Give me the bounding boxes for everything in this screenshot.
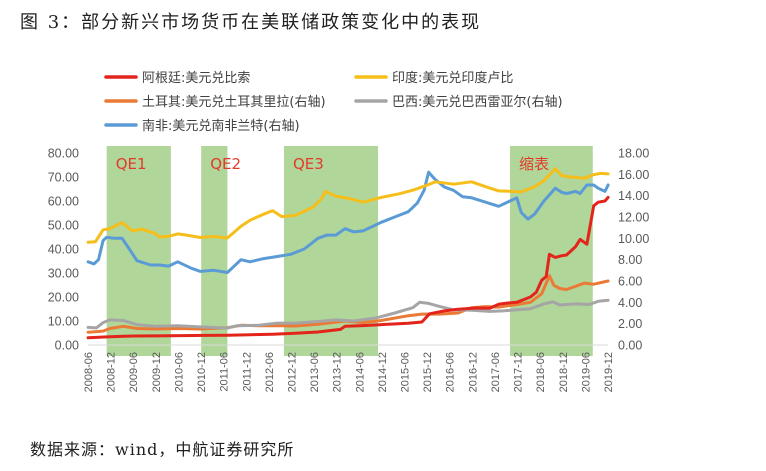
x-tick-19: 2017-12 [513, 352, 525, 392]
legend-item-turkey: 土耳其:美元兑土耳其里拉(右轴) [104, 95, 326, 110]
x-tick-4: 2010-06 [173, 352, 185, 392]
y-left-tick-6: 60.00 [48, 195, 79, 209]
x-tick-18: 2017-06 [490, 352, 502, 392]
legend-item-argentina: 阿根廷:美元兑比索 [104, 71, 250, 86]
figure-title: 图 3：部分新兴市场货币在美联储政策变化中的表现 [20, 12, 482, 33]
y-right-tick-0: 0.00 [618, 339, 642, 353]
x-axis: 2008-06 2008-12 2009-06 2009-12 2010-06 2010-… [83, 352, 615, 392]
y-left-tick-1: 10.00 [48, 315, 79, 329]
y-axis-left: 0.00 10.00 20.00 30.00 40.00 50.00 60.00 70.00 8… [48, 147, 79, 353]
x-tick-22: 2019-06 [580, 352, 592, 392]
data-source-note: 数据来源：wind，中航证券研究所 [30, 440, 295, 459]
x-tick-20: 2018-06 [535, 352, 547, 392]
band-label-3: QE3 [293, 155, 324, 173]
x-tick-13: 2014-12 [377, 352, 389, 392]
x-tick-2: 2009-06 [128, 352, 140, 392]
legend-item-south-africa: 南非:美元兑南非兰特(右轴) [104, 118, 300, 134]
band-4 [510, 146, 593, 356]
y-left-tick-7: 70.00 [48, 171, 79, 185]
y-left-tick-8: 80.00 [48, 147, 79, 161]
y-right-tick-1: 2.00 [618, 317, 642, 331]
x-tick-0: 2008-06 [83, 352, 95, 392]
band-label-2: QE2 [210, 155, 241, 173]
series-line-brazil [86, 298, 610, 330]
x-tick-6: 2011-06 [219, 352, 231, 392]
series-line-argentina [86, 195, 610, 340]
x-tick-11: 2013-12 [332, 352, 344, 392]
x-tick-8: 2012-06 [264, 352, 276, 392]
y-right-tick-4: 8.00 [618, 253, 642, 267]
x-tick-12: 2014-06 [354, 352, 366, 392]
band-label-4: 缩表 [519, 155, 549, 173]
policy-bands [106, 146, 593, 356]
y-right-tick-5: 10.00 [618, 232, 649, 246]
y-left-tick-2: 20.00 [48, 291, 79, 305]
band-2 [201, 146, 228, 356]
y-right-tick-3: 6.00 [618, 275, 642, 289]
x-tick-14: 2015-06 [400, 352, 412, 392]
y-left-tick-4: 40.00 [48, 243, 79, 257]
y-right-tick-7: 14.00 [618, 189, 649, 203]
x-tick-7: 2011-12 [241, 352, 253, 392]
y-right-tick-6: 12.00 [618, 211, 649, 225]
legend-label-brazil: 巴西:美元兑巴西雷亚尔(右轴) [392, 95, 563, 110]
legend-label-argentina: 阿根廷:美元兑比索 [142, 71, 250, 86]
x-tick-1: 2008-12 [106, 352, 118, 392]
x-tick-21: 2018-12 [558, 352, 570, 392]
y-right-tick-8: 16.00 [618, 168, 649, 182]
y-right-tick-2: 4.00 [618, 296, 642, 310]
chart-series [86, 167, 610, 340]
x-tick-10: 2013-06 [309, 352, 321, 392]
x-tick-9: 2012-12 [286, 352, 298, 392]
legend-item-india: 印度:美元兑印度卢比 [354, 70, 513, 86]
x-tick-23: 2019-12 [603, 352, 615, 392]
legend-item-brazil: 巴西:美元兑巴西雷亚尔(右轴) [354, 95, 563, 110]
x-tick-17: 2016-12 [467, 352, 479, 392]
legend-label-india: 印度:美元兑印度卢比 [392, 70, 513, 86]
x-tick-5: 2010-12 [196, 352, 208, 392]
x-tick-15: 2015-12 [422, 352, 434, 392]
band-label-1: QE1 [116, 155, 147, 173]
series-line-india [86, 167, 610, 244]
legend-label-south-africa: 南非:美元兑南非兰特(右轴) [142, 118, 300, 134]
series-line-turkey [86, 274, 610, 334]
y-left-tick-5: 50.00 [48, 219, 79, 233]
y-left-tick-3: 30.00 [48, 267, 79, 281]
x-tick-3: 2009-12 [151, 352, 163, 392]
series-line-south-africa [86, 170, 610, 274]
x-tick-16: 2016-06 [445, 352, 457, 392]
y-left-tick-0: 0.00 [55, 339, 79, 353]
band-labels: QE1 QE2 QE3 缩表 [116, 155, 549, 173]
y-right-tick-9: 18.00 [618, 147, 649, 161]
y-axis-right: 0.00 2.00 4.00 6.00 8.00 10.00 12.00 14.00 16.00… [618, 147, 649, 353]
legend-label-turkey: 土耳其:美元兑土耳其里拉(右轴) [142, 95, 326, 110]
